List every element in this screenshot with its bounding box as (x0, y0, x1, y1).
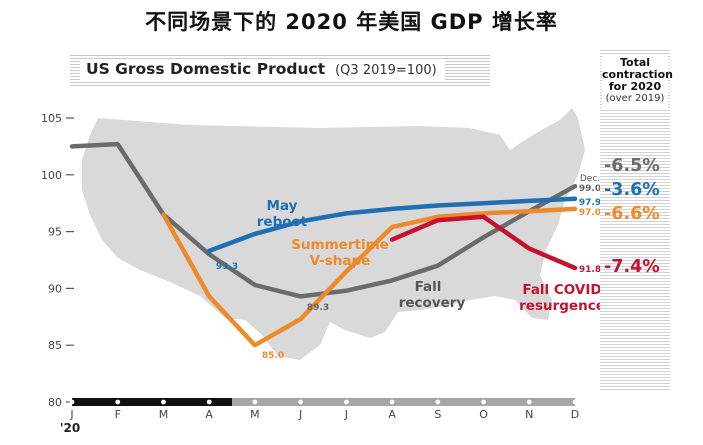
contraction-fall-recovery: -6.5% (604, 156, 660, 176)
timeline-dot (69, 399, 75, 405)
x-tick-label-0: J (69, 408, 73, 421)
timeline-dot (343, 399, 349, 405)
label-may-reboot-2: reboot (257, 214, 308, 230)
x-tick-label-6: J (344, 408, 348, 421)
timeline-dot (572, 399, 578, 405)
timeline-bar-past (72, 398, 233, 406)
x-tick-label-9: O (479, 408, 488, 421)
contraction-heading-line-1: Total (619, 56, 651, 69)
data-label-fall-min: 89.3 (307, 303, 329, 313)
label-v-shape-2: V-shape (310, 253, 371, 269)
series-summertime-v-shape (161, 206, 578, 348)
y-tick-label-105: 105 (41, 112, 62, 125)
label-fall-recovery-1: Fall (415, 279, 442, 295)
x-tick-label-10: N (525, 408, 533, 421)
x-tick-label-3: A (205, 408, 213, 421)
timeline-dot (526, 399, 532, 405)
timeline-bar-future (232, 398, 575, 406)
timeline-dot (481, 399, 486, 405)
label-may-reboot-1: May (267, 198, 298, 214)
page-title: 不同场景下的 2020 年美国 GDP 增长率 (145, 10, 558, 34)
x-tick-label-4: M (250, 408, 260, 421)
chart-subtitle: US Gross Domestic Product (86, 60, 326, 78)
data-label-may-min: 93.3 (216, 262, 238, 272)
year-label: '20 (60, 421, 80, 435)
timeline-dot (435, 399, 441, 405)
dec-label: Dec. (580, 174, 600, 184)
y-tick-label-95: 95 (48, 226, 62, 239)
contraction-v-shape: -6.6% (604, 204, 660, 224)
x-tick-label-5: J (298, 408, 302, 421)
chart-subtitle-note: (Q3 2019=100) (335, 63, 437, 78)
label-fall-covid-1: Fall COVID (522, 282, 601, 298)
data-label-covid-end: 91.8 (579, 265, 601, 275)
y-tick-label-80: 80 (48, 396, 62, 409)
timeline-dot (298, 399, 304, 405)
data-label-may-end: 97.9 (579, 198, 601, 208)
contraction-may-reboot: -3.6% (604, 180, 660, 200)
x-tick-label-2: M (159, 408, 169, 421)
contraction-heading: Total contraction for 2020 (over 2019) (602, 55, 673, 108)
label-fall-recovery-2: recovery (399, 295, 466, 311)
series-lines (69, 141, 578, 348)
x-tick-label-7: A (388, 408, 396, 421)
timeline-dot (252, 399, 258, 405)
data-label-vshape-min: 85.0 (262, 351, 284, 361)
timeline-dot (115, 399, 121, 405)
contraction-fall-covid: -7.4% (604, 257, 660, 277)
y-tick-label-100: 100 (41, 169, 62, 182)
series-may-reboot (206, 196, 578, 254)
x-tick-label-11: D (571, 408, 579, 421)
contraction-heading-line-2: contraction (602, 68, 673, 81)
subtitle-box: US Gross Domestic Product (Q3 2019=100) (80, 60, 445, 82)
data-label-fall-end: 99.0 (579, 184, 601, 194)
series-fall-covid (389, 214, 578, 271)
label-v-shape-1: Summertime (291, 237, 389, 253)
timeline-dot (206, 399, 212, 405)
y-tick-label-85: 85 (48, 339, 62, 352)
data-label-vshape-end: 97.0 (579, 208, 601, 218)
timeline-dot (161, 399, 166, 405)
x-tick-label-1: F (115, 408, 121, 421)
x-tick-label-8: S (434, 408, 441, 421)
contraction-heading-line-3: for 2020 (608, 80, 662, 93)
timeline-dot (389, 399, 395, 405)
y-axis: 80 85 90 95 100 105 (41, 112, 74, 409)
label-fall-covid-2: resurgence (519, 298, 605, 314)
contraction-heading-note: (over 2019) (605, 93, 665, 104)
y-tick-label-90: 90 (48, 282, 62, 295)
